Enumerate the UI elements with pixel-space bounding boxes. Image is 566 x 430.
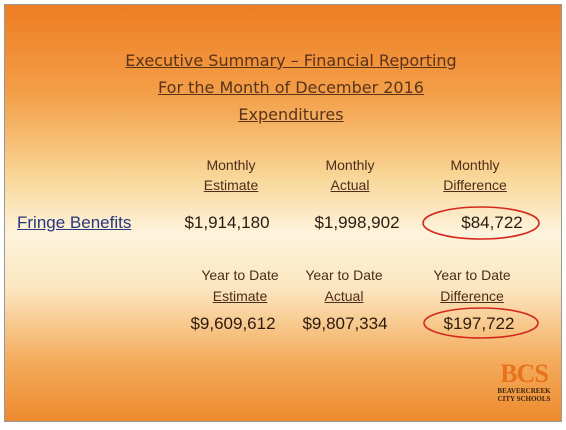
header: Monthly <box>325 157 375 173</box>
value: $9,609,612 <box>190 314 276 333</box>
row-label: Fringe Benefits <box>17 213 132 232</box>
value: $197,722 <box>443 314 515 333</box>
header: Difference <box>440 288 504 304</box>
header: Year to Date <box>305 267 383 283</box>
header: Difference <box>443 177 507 193</box>
value: $1,914,180 <box>184 213 270 232</box>
header: Monthly <box>206 157 256 173</box>
highlight-circle <box>422 206 540 240</box>
header: Year to Date <box>201 267 279 283</box>
slide: Executive Summary – Financial Reporting … <box>4 4 562 422</box>
header: Year to Date <box>433 267 511 283</box>
annotations <box>422 206 540 339</box>
value: $9,807,334 <box>302 314 388 333</box>
highlight-circle <box>423 307 539 339</box>
header: Estimate <box>212 288 268 304</box>
header: Actual <box>324 288 364 304</box>
value: $1,998,902 <box>314 213 400 232</box>
logo-mark: BCS <box>500 359 549 388</box>
logo: BCS BEAVERCREEK CITY SCHOOLS <box>493 359 555 404</box>
title-line: For the Month of December 2016 <box>158 78 424 97</box>
logo-name: CITY SCHOOLS <box>497 395 551 403</box>
title-line: Executive Summary – Financial Reporting <box>125 51 457 70</box>
header: Actual <box>330 177 370 193</box>
title-line: Expenditures <box>238 105 344 124</box>
value: $84,722 <box>461 213 523 232</box>
header: Monthly <box>450 157 500 173</box>
logo-name: BEAVERCREEK <box>497 387 551 395</box>
header: Estimate <box>203 177 259 193</box>
